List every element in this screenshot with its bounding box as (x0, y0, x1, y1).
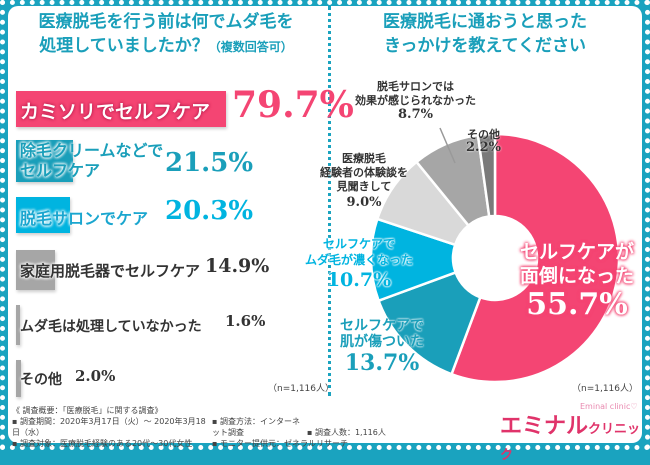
bar-value: 1.6% (225, 312, 266, 330)
logo-main: エミナル (500, 414, 589, 439)
label-text: セルフケア (20, 161, 101, 180)
pie-label-koku: セルフケアで ムダ毛が濃くなった 10.7% (305, 236, 413, 292)
bar-value: 2.0% (75, 367, 116, 385)
left-title: 医療脱毛を行う前は何でムダ毛を 処理していましたか？（複数回答可） (18, 10, 314, 59)
pie-label-hada: セルフケアで 肌が傷ついた 13.7% (340, 318, 424, 376)
pie-label-salon: 脱毛サロンでは 効果が感じられなかった 8.7% (355, 80, 476, 122)
bar (16, 250, 56, 290)
bar-value: 21.5% (165, 148, 254, 178)
left-title-line2: 処理していましたか？ (39, 36, 209, 56)
label-text: セルフケアが (520, 241, 635, 263)
pie-label-other: その他 2.2% (466, 128, 501, 155)
eminal-logo: Eminal clinic♡ エミナルクリニック (500, 402, 650, 465)
bar-label: 脱毛サロンでケア (20, 208, 149, 228)
donut-slice (376, 270, 482, 376)
label-text: セルフケアで (323, 237, 396, 251)
pie-value: 2.2% (466, 140, 501, 155)
donut-slice (449, 132, 621, 384)
footer-count: ▪ 調査人数：1,116人 (307, 428, 386, 437)
bar-value: 79.7% (232, 84, 354, 126)
label-text: 肌が傷ついた (340, 334, 424, 350)
pie-value: 55.7% (526, 287, 628, 322)
label-text: 除毛クリームなどで (20, 141, 164, 160)
logo-en: Eminal clinic♡ (580, 402, 638, 411)
bar-label: ムダ毛は処理していなかった (20, 318, 202, 335)
left-title-line1: 医療脱毛を行う前は何でムダ毛を (38, 12, 294, 32)
donut-chart (369, 127, 621, 384)
label-text: 効果が感じられなかった (355, 94, 476, 107)
bar (16, 197, 70, 233)
right-title-line1: 医療脱毛に通おうと思った (383, 12, 587, 32)
footer-provider: ▪ モニター提供元：ゼネラルリサーチ (212, 439, 348, 448)
footer-method: ▪ 調査方法：インターネット調査 (212, 417, 300, 437)
bar-label: その他 (20, 372, 62, 389)
label-text: セルフケアで (340, 318, 424, 334)
dotted-border (0, 0, 650, 450)
right-n-note: （n=1,116人） (572, 384, 639, 394)
left-title-note: （複数回答可） (208, 40, 293, 54)
bar (16, 140, 73, 182)
label-text: ムダ毛が濃くなった (305, 253, 414, 267)
bar (16, 305, 21, 345)
bar-value: 14.9% (205, 255, 270, 277)
bar-label: カミソリでセルフケア (20, 100, 211, 123)
label-text: 脱毛サロンでは (377, 80, 454, 93)
pie-value: 9.0% (346, 195, 382, 210)
right-title: 医療脱毛に通おうと思った きっかけを教えてください (338, 10, 632, 58)
bar (16, 360, 22, 397)
pie-value: 13.7% (344, 350, 420, 376)
right-title-line2: きっかけを教えてください (384, 36, 586, 56)
pie-value: 10.7% (326, 269, 392, 291)
bar (16, 91, 227, 127)
survey-footer: 《 調査概要：「医療脱毛」に関する調査》 ▪ 調査期間：2020年3月17日（火… (12, 405, 386, 449)
bar-label: 除毛クリームなどで セルフケア (20, 141, 163, 181)
label-text: その他 (466, 128, 500, 141)
label-text: 見聞きして (336, 180, 392, 193)
leader-line (439, 127, 456, 164)
donut-slice (476, 132, 497, 218)
divider (328, 6, 331, 396)
footer-period: ▪ 調査期間：2020年3月17日（火）～ 2020年3月18日（水） (12, 417, 206, 437)
pie-value: 8.7% (398, 107, 433, 122)
label-text: 医療脱毛 (342, 152, 386, 165)
label-text: 経験者の体験談を (320, 166, 408, 179)
pie-label-mendou: セルフケアが 面倒になった 55.7% (520, 240, 634, 322)
bar-value: 20.3% (165, 196, 254, 226)
bar-label: 家庭用脱毛器でセルフケア (20, 262, 201, 281)
label-text: 面倒になった (520, 265, 635, 287)
footer-heading: 《 調査概要：「医療脱毛」に関する調査》 (12, 406, 163, 415)
left-n-note: （n=1,116人） (268, 384, 335, 394)
footer-target: ▪ 調査対象：医療脱毛経験のある20代～30代女性 (12, 439, 193, 448)
pie-label-taiken: 医療脱毛 経験者の体験談を 見聞きして 9.0% (320, 152, 408, 212)
